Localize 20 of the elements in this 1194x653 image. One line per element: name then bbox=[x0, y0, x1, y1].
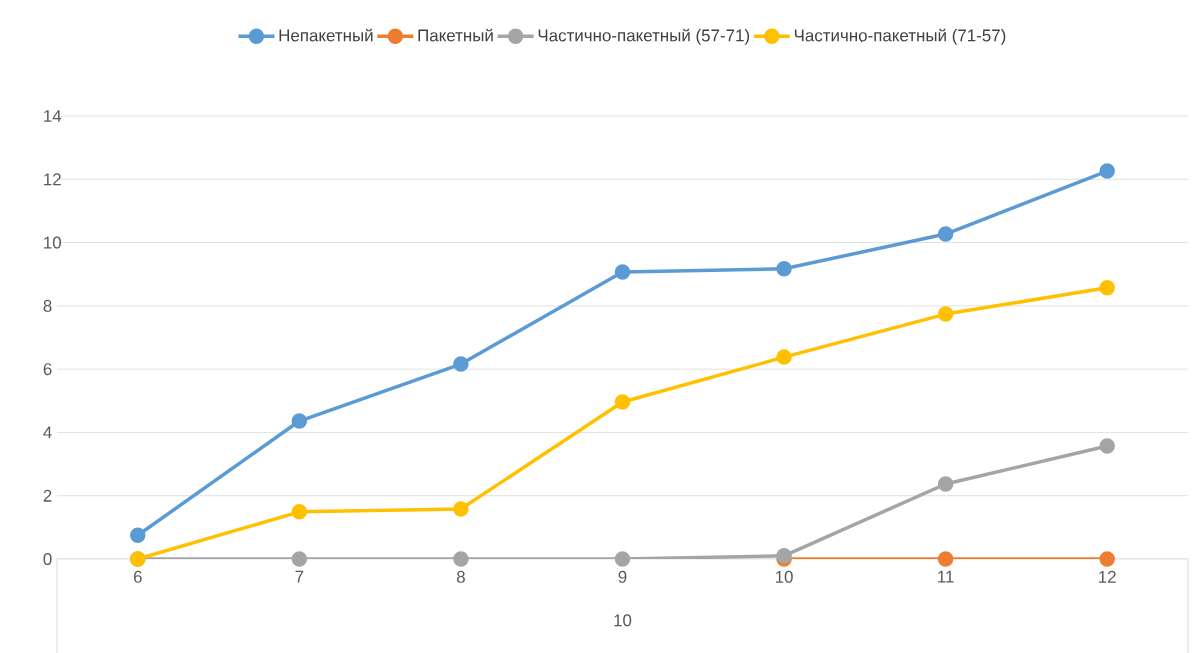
x-tick-label: 11 bbox=[938, 570, 954, 583]
legend-label: Пакетный bbox=[418, 28, 493, 42]
legend-label: Частично-пакетный (57-71) bbox=[538, 28, 750, 45]
y-tick-label: 14 bbox=[44, 110, 62, 122]
x-tick-label: 9 bbox=[618, 570, 627, 583]
x-tick-label: 10 bbox=[775, 570, 793, 583]
x-tick-label: 6 bbox=[133, 570, 142, 583]
x-tick-label: 7 bbox=[295, 570, 304, 583]
y-tick-label: 4 bbox=[43, 426, 52, 439]
legend-label: Частично-пакетный (71-57) bbox=[794, 28, 1006, 45]
y-tick-label: 12 bbox=[44, 173, 61, 186]
y-tick-label: 2 bbox=[43, 489, 52, 502]
x-axis-title: 10 bbox=[614, 614, 632, 627]
y-tick-label: 0 bbox=[43, 553, 52, 565]
legend-label: Непакетный bbox=[279, 28, 373, 42]
y-tick-label: 10 bbox=[44, 236, 62, 249]
x-tick-label: 8 bbox=[456, 570, 465, 583]
y-tick-label: 6 bbox=[43, 363, 52, 376]
x-tick-label: 12 bbox=[1099, 570, 1116, 583]
y-tick-label: 8 bbox=[43, 299, 52, 312]
